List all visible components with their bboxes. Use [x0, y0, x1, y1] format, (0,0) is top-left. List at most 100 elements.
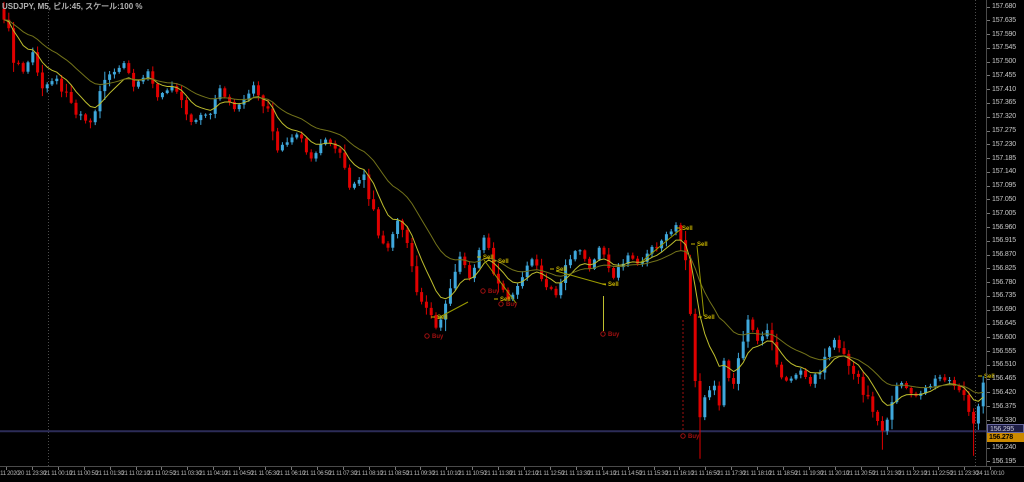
- candle: [98, 85, 102, 119]
- ema-slow-line: [3, 19, 984, 394]
- time-axis-tick: [808, 467, 810, 470]
- trade-marker-sell[interactable]: Sell: [602, 282, 619, 288]
- time-axis-tick: [783, 467, 784, 470]
- time-axis-tick: [912, 467, 914, 470]
- candle: [40, 64, 44, 97]
- candle: [151, 66, 155, 89]
- candle: [511, 292, 515, 302]
- trade-marker-sell[interactable]: Sell: [676, 226, 693, 232]
- time-axis-label: 21 11 16:50: [691, 471, 720, 477]
- trade-trend-line[interactable]: [696, 245, 705, 317]
- candle: [84, 113, 88, 124]
- price-axis-tick: [987, 406, 990, 408]
- candle: [160, 92, 164, 100]
- price-axis-label: 156.870: [992, 251, 1016, 259]
- trade-marker-sell[interactable]: Sell: [978, 374, 995, 380]
- price-axis[interactable]: 156.295 156.278 157.680 157.635 157.590 157…: [986, 0, 1024, 466]
- trade-marker-sell[interactable]: Sell: [494, 297, 511, 303]
- price-axis-label: 156.645: [992, 320, 1016, 328]
- trade-marker-buy[interactable]: Buy: [600, 331, 620, 338]
- candle: [88, 118, 92, 129]
- time-axis-label: 21 11 10:50: [458, 471, 487, 477]
- trade-marker-sell[interactable]: Sell: [492, 259, 509, 265]
- trade-marker-buy[interactable]: Buy: [424, 333, 444, 340]
- time-axis-tick: [860, 467, 862, 470]
- candle: [304, 137, 308, 155]
- time-axis-label: 21 11 10:10: [432, 471, 461, 477]
- candle: [50, 78, 54, 86]
- time-axis-label: 21 11 09:30: [406, 471, 435, 477]
- time-axis-tick: [549, 467, 551, 470]
- trade-trend-line[interactable]: [639, 228, 682, 264]
- trade-marker-sell[interactable]: Sell: [698, 315, 715, 321]
- time-axis-label: 21 11 01:30: [95, 471, 124, 477]
- time-axis-label: 21 11 18:10: [743, 471, 772, 477]
- price-axis-tick: [987, 34, 990, 36]
- candle: [789, 376, 793, 383]
- time-axis-tick: [964, 467, 966, 470]
- candle: [631, 252, 635, 261]
- price-axis-label: 157.140: [992, 168, 1016, 176]
- candle: [79, 111, 83, 121]
- trade-marker-buy[interactable]: Buy: [680, 433, 700, 440]
- trade-trend-line[interactable]: [483, 259, 517, 304]
- candle: [664, 231, 668, 247]
- candle: [688, 254, 692, 316]
- price-axis-tick: [987, 158, 990, 160]
- trade-marker-sell[interactable]: Sell: [691, 242, 708, 248]
- time-axis-tick: [886, 467, 888, 470]
- price-axis-tick: [987, 295, 990, 297]
- candle: [376, 207, 380, 239]
- svg-text:Sell: Sell: [483, 255, 494, 261]
- trade-marker-buy[interactable]: Buy: [498, 301, 518, 308]
- time-axis-tick: [601, 467, 603, 470]
- price-axis-label: 156.825: [992, 264, 1016, 272]
- trade-marker-sell[interactable]: Sell: [477, 255, 494, 261]
- candle: [405, 225, 409, 248]
- price-axis-tick: [987, 447, 990, 449]
- price-axis-label: 157.635: [992, 16, 1016, 24]
- candle: [919, 390, 923, 400]
- time-axis-label: 21 11 15:30: [639, 471, 668, 477]
- candle: [237, 102, 241, 112]
- candle: [847, 350, 851, 375]
- candle: [290, 134, 294, 145]
- candle: [554, 286, 558, 298]
- candle: [727, 359, 731, 382]
- time-axis-tick: [653, 467, 655, 470]
- candle: [813, 372, 817, 388]
- trade-marker-sell[interactable]: Sell: [550, 267, 567, 273]
- candle: [578, 249, 582, 255]
- candle: [60, 75, 64, 98]
- candle: [338, 147, 342, 159]
- candle: [573, 250, 577, 262]
- chart-canvas[interactable]: SellBuySellSellBuySellBuySellSellBuySell…: [0, 0, 995, 468]
- price-axis-tick: [987, 6, 990, 8]
- candle: [520, 271, 524, 289]
- chart-title: USDJPY, M5, ビル:45, スケール:100 %: [2, 2, 143, 11]
- candle: [448, 279, 452, 306]
- candle: [948, 377, 952, 385]
- price-axis-label: 156.915: [992, 237, 1016, 245]
- candle: [386, 241, 390, 252]
- price-axis-label: 156.195: [992, 457, 1016, 465]
- time-axis-label: 21 11 14:10: [587, 471, 616, 477]
- trade-trend-line[interactable]: [437, 301, 469, 319]
- candle: [967, 391, 971, 416]
- trade-marker-sell[interactable]: Sell: [431, 315, 448, 321]
- price-axis-tick: [987, 144, 990, 146]
- time-axis-label: 21 11 18:50: [769, 471, 797, 477]
- trade-trend-line[interactable]: [555, 270, 607, 286]
- candle: [2, 1, 6, 24]
- candle: [180, 85, 184, 108]
- trade-marker-buy[interactable]: Buy: [480, 288, 500, 295]
- price-axis-label: 156.555: [992, 347, 1016, 355]
- candle: [568, 254, 572, 269]
- candle: [559, 278, 563, 299]
- price-axis-label: 157.545: [992, 44, 1016, 52]
- price-axis-label: 156.780: [992, 278, 1016, 286]
- candle: [804, 368, 808, 380]
- candle: [770, 322, 774, 351]
- svg-text:Buy: Buy: [432, 334, 444, 340]
